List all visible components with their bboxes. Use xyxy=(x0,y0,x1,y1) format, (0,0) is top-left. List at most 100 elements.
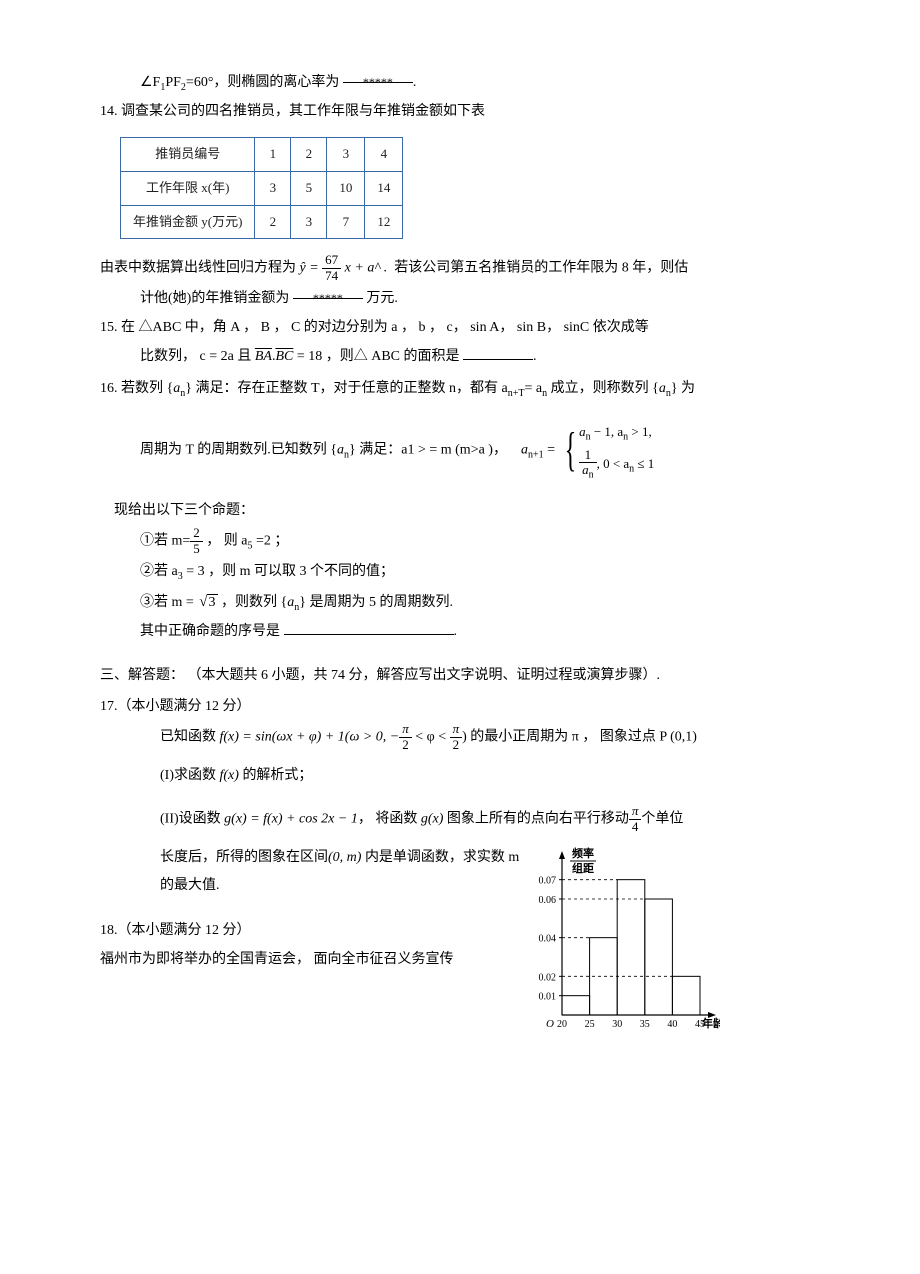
svg-text:O: O xyxy=(546,1018,554,1030)
text: (II)设函数 xyxy=(160,812,224,827)
text: 内是单调函数，求实数 m xyxy=(361,850,519,865)
interval: (0, m) xyxy=(328,850,361,865)
q14-body2: 计他(她)的年推销金额为 ***** 万元. xyxy=(100,286,820,313)
fraction: π2 xyxy=(450,722,463,753)
th-c: 3 xyxy=(327,138,365,172)
text: 个单位 xyxy=(641,812,683,827)
case2: 1an, 0 < an ≤ 1 xyxy=(579,448,654,482)
case1: an − 1, an > 1, xyxy=(579,419,654,448)
gx: g(x) = f(x) + cos 2x − 1 xyxy=(224,812,358,827)
text: } 为 xyxy=(671,381,695,396)
text: = a xyxy=(524,381,542,396)
text: ，则数列 { xyxy=(218,595,288,610)
gx2: g(x) xyxy=(421,812,444,827)
var: a xyxy=(659,381,666,396)
suffix: . xyxy=(533,349,537,364)
fraction: 25 xyxy=(190,526,203,557)
q13-suffix: . xyxy=(413,75,417,90)
eq-yhat: ŷ = xyxy=(300,261,319,276)
sqrt: 3 xyxy=(197,588,217,617)
text: 的解析式； xyxy=(239,768,313,783)
var: a xyxy=(521,442,528,457)
svg-text:0.01: 0.01 xyxy=(539,991,557,1002)
svg-text:频率: 频率 xyxy=(572,846,594,860)
q14-text: 调查某公司的四名推销员，其工作年限与年推销金额如下表 xyxy=(121,104,485,119)
text: } 是周期为 5 的周期数列. xyxy=(299,595,453,610)
text: 长度后，所得的图象在区间 xyxy=(160,850,328,865)
sub: n+T xyxy=(508,388,525,399)
q16-line2: 周期为 T 的周期数列.已知数列 {an} 满足：a1 > = m (m>a )… xyxy=(100,419,820,482)
text: (I)求函数 xyxy=(160,768,220,783)
text: } 满足：存在正整数 T，对于任意的正整数 n，都有 a xyxy=(185,381,507,396)
table-header-row: 推销员编号 1 2 3 4 xyxy=(121,138,403,172)
q17-l1: 已知函数 f(x) = sin(ωx + φ) + 1(ω > 0, −π2 <… xyxy=(100,722,820,753)
q14-blank: ***** xyxy=(293,287,363,299)
cell: 5 xyxy=(291,172,327,206)
vec-bc: BC xyxy=(275,349,293,364)
text: 在 △ABC 中，角 A ， B ， C 的对边分别为 a ， b ， c， s… xyxy=(121,320,649,335)
text: = 18 ，则△ ABC 的面积是 xyxy=(297,349,463,364)
svg-text:0.04: 0.04 xyxy=(539,933,557,944)
q16-intro3: 现给出以下三个命题： xyxy=(100,498,820,525)
svg-text:0.07: 0.07 xyxy=(539,875,557,886)
svg-text:0.06: 0.06 xyxy=(539,895,557,906)
text: 若该公司第五名推销员的工作年限为 8 年，则估 xyxy=(394,261,688,276)
text: ③若 m = xyxy=(140,595,197,610)
q16-p1: ①若 m=25 ， 则 a5 =2 ； xyxy=(100,526,820,557)
cell: 7 xyxy=(327,205,365,239)
row-label: 工作年限 x(年) xyxy=(121,172,255,206)
svg-text:30: 30 xyxy=(612,1019,622,1030)
text: 比数列， c = 2a 且 xyxy=(140,349,255,364)
q17-part2: (II)设函数 g(x) = f(x) + cos 2x − 1， 将函数 g(… xyxy=(100,804,820,835)
suffix: . xyxy=(454,624,458,639)
q15-line2: 比数列， c = 2a 且 BA.BC = 18 ，则△ ABC 的面积是 . xyxy=(100,344,820,371)
q17-num: 17.（本小题满分 12 分） xyxy=(100,694,820,721)
svg-text:25: 25 xyxy=(585,1019,595,1030)
vec-ba: BA xyxy=(255,349,272,364)
cell: 12 xyxy=(365,205,403,239)
text: ) 的最小正周期为 π ， 图象过点 P (0,1) xyxy=(462,730,697,745)
th-c: 1 xyxy=(255,138,291,172)
svg-text:年龄: 年龄 xyxy=(702,1016,720,1030)
histogram-svg: 0.070.060.040.020.01202530354045O频率组距年龄 xyxy=(520,845,720,1035)
q16-answer: 其中正确命题的序号是 . xyxy=(100,619,820,646)
table-row: 年推销金额 y(万元) 2 3 7 12 xyxy=(121,205,403,239)
fraction: π2 xyxy=(399,722,412,753)
eq-after: x + a^ . xyxy=(345,261,388,276)
q14-body1: 由表中数据算出线性回归方程为 ŷ = 6774 x + a^ . 若该公司第五名… xyxy=(100,253,820,284)
q16-line1: 16. 若数列 {an} 满足：存在正整数 T，对于任意的正整数 n，都有 an… xyxy=(100,376,820,403)
text: 图象上所有的点向右平行移动 xyxy=(443,812,629,827)
text: 周期为 T 的周期数列.已知数列 { xyxy=(140,442,337,457)
text: } 满足：a1 > = m (m>a )， xyxy=(349,442,507,457)
cell: 14 xyxy=(365,172,403,206)
q15-line1: 15. 在 △ABC 中，角 A ， B ， C 的对边分别为 a ， b ， … xyxy=(100,315,820,342)
text: ①若 m= xyxy=(140,534,190,549)
fx: f(x) = sin(ωx + φ) + 1(ω > 0, − xyxy=(220,730,400,745)
unit: 万元. xyxy=(366,291,398,306)
text: 已知函数 xyxy=(160,730,220,745)
text: 若数列 { xyxy=(121,381,173,396)
var: a xyxy=(337,442,344,457)
q16-num: 16. xyxy=(100,376,118,403)
q13-line: ∠F1PF2=60°，则椭圆的离心率为 *****. xyxy=(100,70,820,97)
th-c: 2 xyxy=(291,138,327,172)
eq: = xyxy=(544,442,559,457)
table-row: 工作年限 x(年) 3 5 10 14 xyxy=(121,172,403,206)
text: = 3 ，则 m 可以取 3 个不同的值； xyxy=(183,564,394,579)
q16-p3: ③若 m = 3 ，则数列 {an} 是周期为 5 的周期数列. xyxy=(100,588,820,617)
text: ， 将函数 xyxy=(358,812,421,827)
fx: f(x) xyxy=(220,768,239,783)
th-c: 4 xyxy=(365,138,403,172)
th-label: 推销员编号 xyxy=(121,138,255,172)
histogram-chart: 0.070.060.040.020.01202530354045O频率组距年龄 xyxy=(520,845,720,1035)
q15-num: 15. xyxy=(100,315,118,342)
fraction: 6774 xyxy=(322,253,341,284)
svg-text:40: 40 xyxy=(667,1019,677,1030)
q14-num: 14. xyxy=(100,99,118,126)
text: < φ < xyxy=(412,730,450,745)
text: ②若 a xyxy=(140,564,178,579)
sub: n+1 xyxy=(528,449,544,460)
svg-text:35: 35 xyxy=(640,1019,650,1030)
q13-blank: ***** xyxy=(343,71,413,83)
row-label: 年推销金额 y(万元) xyxy=(121,205,255,239)
